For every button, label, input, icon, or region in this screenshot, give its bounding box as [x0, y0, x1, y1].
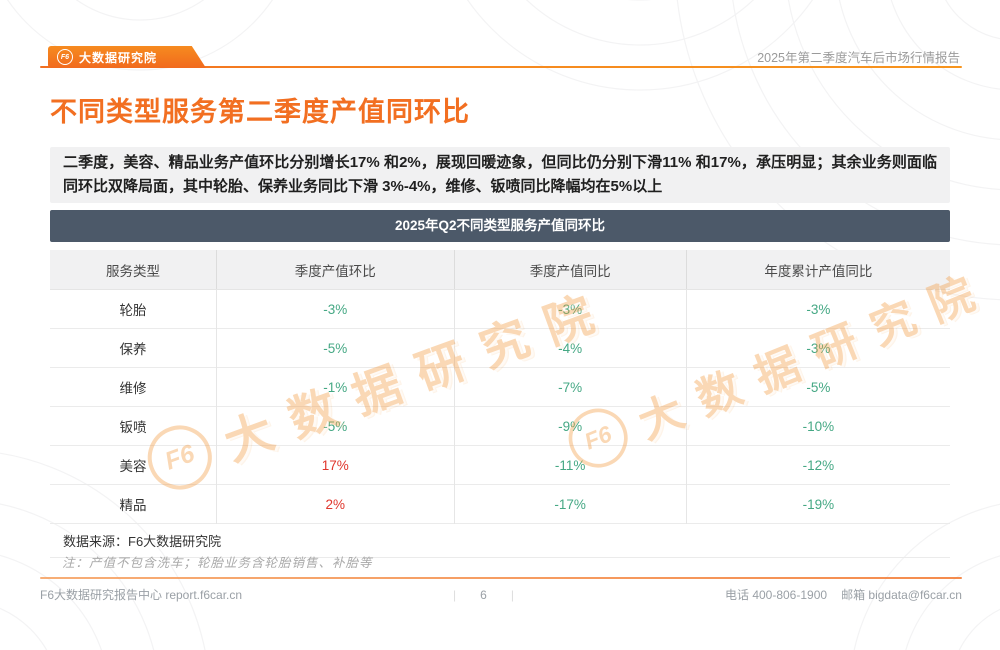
qoq-value: 17% — [216, 445, 455, 485]
yoy-value: -9% — [453, 406, 687, 446]
footer-email: 邮箱 bigdata@f6car.cn — [841, 588, 962, 602]
footer-contact: 电话 400-806-1900 邮箱 bigdata@f6car.cn — [725, 586, 962, 603]
top-brand-bar: F6 大数据研究院 2025年第二季度汽车后市场行情报告 — [40, 46, 962, 70]
f6-logo-icon: F6 — [57, 49, 73, 65]
yoy-value: -4% — [453, 328, 687, 368]
service-value-table: 服务类型 季度产值环比 季度产值同比 年度累计产值同比 轮胎 -3% -3% -… — [50, 250, 950, 558]
page-number: 6 — [480, 587, 487, 602]
data-source-row: 数据来源：F6大数据研究院 — [50, 523, 950, 558]
ytd-value: -12% — [685, 445, 950, 485]
qoq-value: -1% — [216, 367, 455, 407]
summary-highlight: 二季度，美容、精品业务产值环比分别增长17% 和2%，展现回暖迹象，但同比仍分别… — [50, 147, 950, 203]
ytd-value: -19% — [685, 484, 950, 524]
yoy-value: -3% — [453, 289, 687, 329]
service-name: 保养 — [50, 328, 217, 368]
page-separator: | — [453, 587, 457, 602]
table-row: 钣喷 -5% -9% -10% — [50, 406, 950, 446]
column-header-service-type: 服务类型 — [50, 250, 217, 290]
column-header-yoy: 季度产值同比 — [453, 250, 687, 290]
table-title-bar: 2025年Q2不同类型服务产值同环比 — [50, 210, 950, 242]
table-row: 精品 2% -17% -19% — [50, 484, 950, 524]
brand-logo-badge: F6 大数据研究院 — [48, 46, 206, 68]
footer-report-center: F6大数据研究报告中心 report.f6car.cn — [40, 588, 243, 602]
service-name: 美容 — [50, 445, 217, 485]
table-header-row: 服务类型 季度产值环比 季度产值同比 年度累计产值同比 — [50, 250, 950, 290]
service-name: 精品 — [50, 484, 217, 524]
footer-phone: 电话 400-806-1900 — [724, 588, 828, 602]
column-header-qoq: 季度产值环比 — [216, 250, 455, 290]
footer-divider-line — [40, 577, 962, 579]
page-separator: | — [510, 587, 514, 602]
report-title: 2025年第二季度汽车后市场行情报告 — [757, 51, 960, 65]
qoq-value: 2% — [216, 484, 455, 524]
footer-pagination: | 6 | — [453, 588, 514, 602]
yoy-value: -11% — [453, 445, 687, 485]
service-name: 维修 — [50, 367, 217, 407]
table-row: 维修 -1% -7% -5% — [50, 367, 950, 407]
ytd-value: -3% — [685, 328, 950, 368]
qoq-value: -5% — [216, 328, 455, 368]
service-name: 轮胎 — [50, 289, 217, 329]
table-row: 美容 17% -11% -12% — [50, 445, 950, 485]
brand-divider-line — [40, 66, 962, 68]
service-table-section: 2025年Q2不同类型服务产值同环比 服务类型 季度产值环比 季度产值同比 年度… — [50, 210, 950, 558]
table-row: 轮胎 -3% -3% -3% — [50, 289, 950, 329]
yoy-value: -7% — [453, 367, 687, 407]
footnote: 注：产值不包含洗车；轮胎业务含轮胎销售、补胎等 — [62, 556, 373, 570]
table-row: 保养 -5% -4% -3% — [50, 328, 950, 368]
yoy-value: -17% — [453, 484, 687, 524]
service-name: 钣喷 — [50, 406, 217, 446]
qoq-value: -5% — [216, 406, 455, 446]
ytd-value: -10% — [685, 406, 950, 446]
column-header-ytd: 年度累计产值同比 — [685, 250, 950, 290]
ytd-value: -3% — [685, 289, 950, 329]
brand-logo-text: 大数据研究院 — [79, 50, 158, 65]
page-title: 不同类型服务第二季度产值同环比 — [50, 97, 470, 127]
qoq-value: -3% — [216, 289, 455, 329]
footer: F6大数据研究报告中心 report.f6car.cn | 6 | 电话 400… — [40, 586, 962, 603]
ytd-value: -5% — [685, 367, 950, 407]
data-source-text: 数据来源：F6大数据研究院 — [50, 523, 950, 558]
